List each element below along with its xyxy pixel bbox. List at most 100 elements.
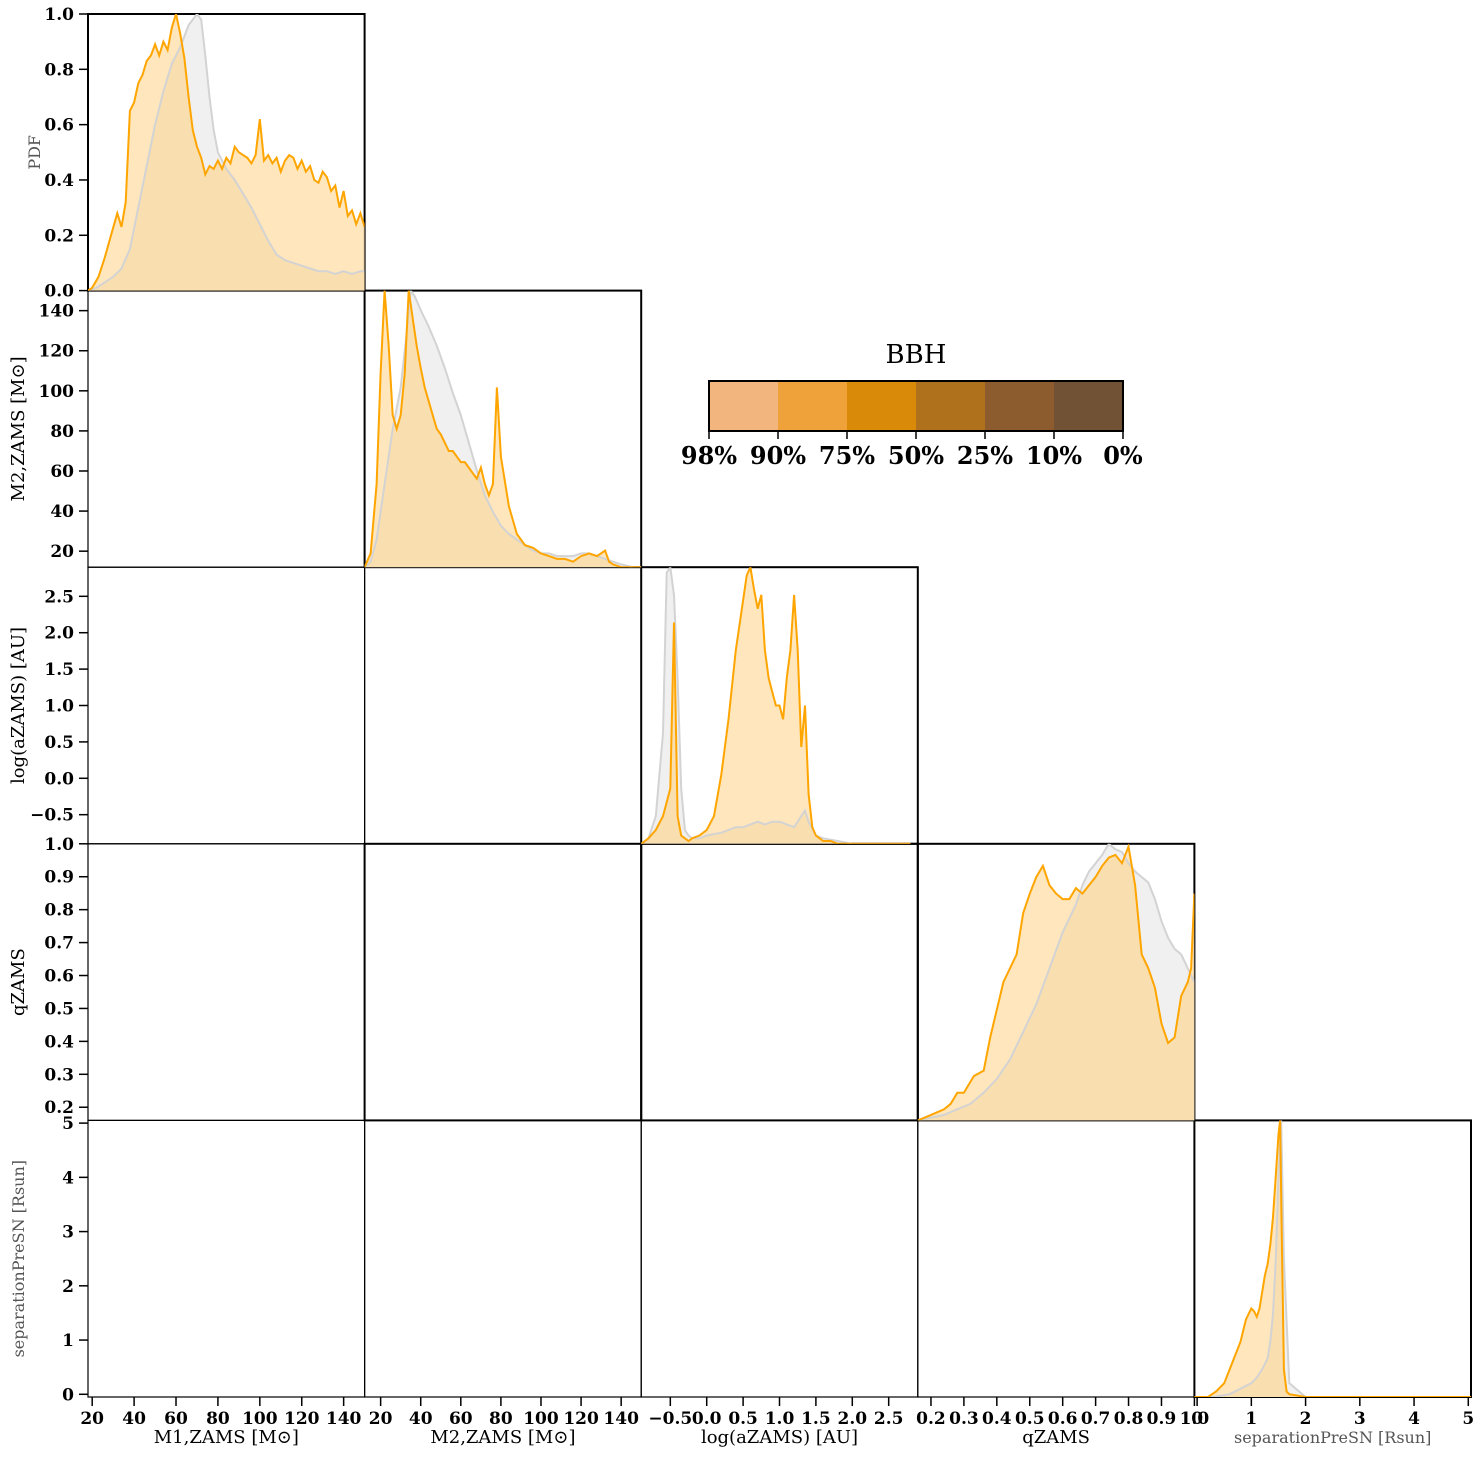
y-tick-label-loga: 0.5 (44, 733, 74, 753)
x-tick-label-m2: 120 (563, 1409, 599, 1429)
x-axis-label-loga: log(aZAMS) [AU] (701, 1427, 858, 1448)
y-tick-label-sep: 5 (62, 1114, 74, 1134)
pdf-line-all-m1 (88, 14, 365, 291)
panel-sep-vs-m1 (87, 1119, 366, 1398)
panel-q-vs-loga (640, 842, 919, 1122)
y-tick-label-loga: 2.5 (44, 587, 74, 607)
y-axis-label-m2: M2,ZAMS [M⊙] (8, 356, 29, 501)
panel-q-vs-m2 (363, 842, 643, 1122)
y-tick-label-sep: 3 (62, 1223, 74, 1243)
pdf-group-q (917, 843, 1195, 1121)
x-tick-label-m2: 100 (523, 1409, 559, 1429)
x-axis-label-sep: separationPreSN [Rsun] (1234, 1428, 1431, 1447)
y-axis-label-q: qZAMS (8, 948, 29, 1016)
y-tick-label-sep: 2 (62, 1277, 74, 1297)
x-axis-label-m2: M2,ZAMS [M⊙] (430, 1427, 575, 1448)
pdf-overlap-q (917, 846, 1195, 1121)
pdf-group-m2 (364, 290, 642, 568)
pdf-group-sep (1194, 1120, 1471, 1398)
x-tick-label-m1: 100 (242, 1409, 278, 1429)
colorbar-segment (709, 381, 779, 431)
y-tick-label-q: 1.0 (44, 835, 74, 855)
panel-sep-vs-q (917, 1119, 1195, 1398)
pdf-line-all-sep (1194, 1120, 1471, 1398)
y-tick-label-m2: 80 (50, 422, 74, 442)
x-tick-label-m2: 20 (369, 1409, 393, 1429)
panel-sep-vs-loga (640, 1119, 919, 1398)
y-tick-label-loga: 1.5 (44, 660, 74, 680)
colorbar-label: 25% (957, 441, 1013, 470)
y-tick-label-q: 0.8 (44, 901, 74, 921)
colorbar-segment (847, 381, 917, 431)
x-tick-label-loga: 1.5 (801, 1409, 831, 1429)
x-tick-label-sep: 1 (1245, 1409, 1257, 1429)
x-tick-label-sep: 3 (1354, 1409, 1366, 1429)
panel-loga-vs-m2 (364, 566, 642, 845)
y-tick-label-loga: 2.0 (44, 624, 74, 644)
pdf-line-bbh-loga (641, 567, 911, 844)
x-tick-label-loga: 1.0 (765, 1409, 795, 1429)
y-axis-label-loga: log(aZAMS) [AU] (8, 627, 29, 784)
y-tick-label-loga: −0.5 (30, 806, 74, 826)
panel-loga-vs-m1 (87, 566, 366, 845)
x-axis-label-q: qZAMS (1022, 1427, 1090, 1448)
x-tick-label-m1: 120 (284, 1409, 320, 1429)
y-tick-label-q: 0.9 (44, 868, 74, 888)
colorbar-label: 98% (681, 441, 737, 470)
y-axis-label-pdf: PDF (25, 135, 44, 170)
x-tick-label-sep: 4 (1408, 1409, 1420, 1429)
x-tick-label-m1: 40 (122, 1409, 146, 1429)
colorbar-segment (985, 381, 1055, 431)
y-tick-label-pdf: 0.8 (44, 60, 74, 80)
x-tick-label-q: 0.3 (949, 1409, 979, 1429)
y-tick-label-q: 0.5 (44, 999, 74, 1019)
y-tick-label-loga: 0.0 (44, 769, 74, 789)
x-tick-label-m1: 60 (164, 1409, 188, 1429)
x-tick-label-sep: 2 (1300, 1409, 1312, 1429)
x-tick-label-loga: 0.0 (692, 1409, 722, 1429)
x-tick-label-loga: −0.5 (648, 1409, 692, 1429)
panel-m2-vs-m1 (87, 290, 366, 568)
y-tick-label-pdf: 0.2 (44, 226, 74, 246)
panel-sep-vs-m2 (364, 1119, 642, 1398)
diagonal-pdfs (88, 14, 1471, 1398)
colorbar-segment (778, 381, 848, 431)
x-tick-label-loga: 2.0 (838, 1409, 868, 1429)
pdf-line-bbh-q (917, 843, 1195, 1121)
x-tick-label-q: 0.9 (1147, 1409, 1177, 1429)
x-tick-label-sep: 0 (1191, 1409, 1203, 1429)
x-tick-label-m2: 60 (449, 1409, 473, 1429)
y-tick-label-sep: 4 (62, 1168, 74, 1188)
y-tick-label-sep: 0 (62, 1385, 74, 1405)
colorbar-segment (1054, 381, 1124, 431)
x-tick-label-q: 1.0 (1180, 1409, 1210, 1429)
x-tick-label-m2: 80 (489, 1409, 513, 1429)
pdf-line-bbh-sep (1194, 1120, 1471, 1398)
colorbar-label: 75% (819, 441, 875, 470)
y-tick-label-m2: 40 (50, 502, 74, 522)
x-tick-label-q: 0.8 (1114, 1409, 1144, 1429)
x-tick-label-m2: 140 (603, 1409, 639, 1429)
y-tick-label-pdf: 0.6 (44, 116, 74, 136)
y-tick-label-pdf: 1.0 (44, 5, 74, 25)
x-tick-label-m1: 20 (80, 1409, 104, 1429)
pdf-line-bbh-m2 (364, 290, 642, 568)
pdf-line-bbh-m1 (88, 14, 365, 291)
y-tick-label-pdf: 0.0 (44, 282, 74, 302)
y-tick-label-m2: 60 (50, 462, 74, 482)
x-tick-label-sep: 5 (1462, 1409, 1474, 1429)
pdf-group-loga (641, 567, 911, 844)
colorbar-label: 0% (1103, 441, 1143, 470)
x-tick-label-loga: 0.5 (728, 1409, 758, 1429)
colorbar-label: 10% (1026, 441, 1082, 470)
pdf-fill-bbh-sep (1194, 1120, 1471, 1397)
colorbar-segment (916, 381, 986, 431)
y-tick-label-q: 0.2 (44, 1098, 74, 1118)
x-tick-label-m2: 40 (409, 1409, 433, 1429)
x-tick-label-q: 0.4 (982, 1409, 1012, 1429)
y-tick-label-m2: 140 (39, 302, 75, 322)
x-tick-label-q: 0.7 (1081, 1409, 1111, 1429)
y-tick-label-q: 0.4 (44, 1032, 74, 1052)
